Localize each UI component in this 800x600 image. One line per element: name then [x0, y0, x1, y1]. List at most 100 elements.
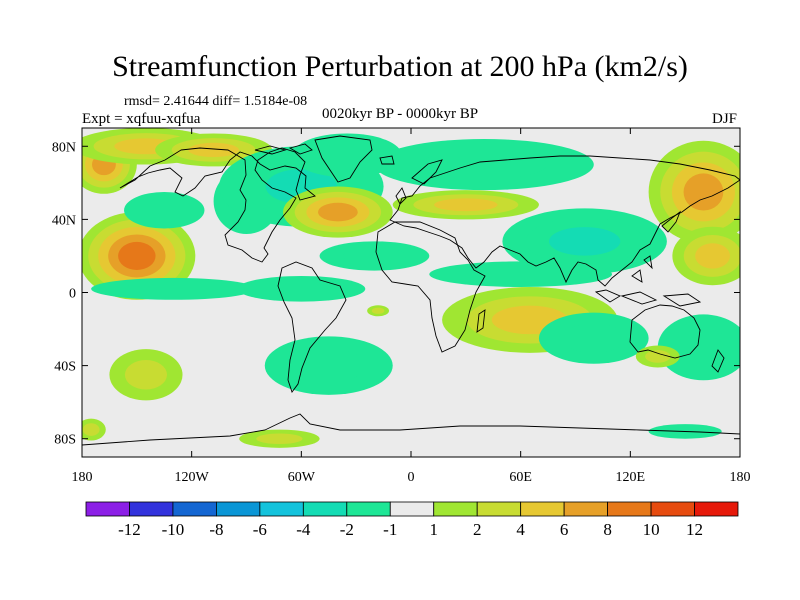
colorbar-label: 8 — [603, 520, 612, 539]
colorbar-swatch — [607, 501, 652, 517]
colorbar-swatch — [389, 501, 435, 517]
anomaly-blob — [82, 212, 196, 300]
lat-tick-label: 80N — [52, 140, 76, 155]
anomaly-band — [429, 261, 613, 288]
anomaly-band — [318, 202, 358, 222]
anomaly-band — [91, 277, 256, 300]
lon-tick-label: 120E — [616, 470, 646, 485]
coastline-eurasia — [389, 155, 740, 287]
anomaly-band — [256, 433, 303, 444]
anomaly-blob — [292, 133, 402, 178]
lat-tick-label: 40S — [54, 360, 76, 375]
anomaly-blob — [283, 186, 393, 238]
colorbar-label: -6 — [253, 520, 267, 539]
anomaly-band — [562, 323, 626, 353]
anomaly-blob — [264, 336, 393, 395]
coastline-british-isles — [395, 159, 443, 205]
anomaly-band — [342, 247, 406, 265]
anomaly-band — [82, 423, 100, 436]
coastline-japan — [661, 210, 682, 233]
anomaly-band — [421, 149, 548, 180]
lat-tick-label: 0 — [69, 287, 76, 302]
anomaly-blob — [367, 305, 390, 317]
lon-tick-label: 120W — [175, 470, 210, 485]
anomaly-band — [695, 243, 731, 269]
anomaly-band — [677, 328, 730, 367]
anomaly-blob — [109, 349, 183, 401]
experiment-label: Expt = xqfuu-xqfua — [82, 111, 201, 127]
anomaly-blob — [82, 418, 106, 441]
lon-tick-label: 0 — [408, 470, 415, 485]
anomaly-band — [371, 307, 385, 314]
season-label: DJF — [712, 111, 738, 127]
colorbar-swatch — [433, 501, 478, 517]
anomaly-blob — [374, 138, 594, 191]
colorbar-label: -2 — [340, 520, 354, 539]
lon-tick-label: 180 — [72, 470, 93, 485]
coastline-south-america — [277, 261, 347, 393]
colorbar-swatch — [302, 501, 348, 517]
period-label: 0020kyr BP - 0000kyr BP — [322, 106, 479, 122]
coastline-new-zealand — [711, 349, 725, 373]
anomaly-blob — [392, 190, 539, 220]
colorbar-label: 4 — [516, 520, 525, 539]
anomaly-blob — [237, 276, 366, 302]
colorbar-label: 10 — [643, 520, 660, 539]
anomaly-blob — [635, 345, 680, 368]
colorbar-label: -8 — [209, 520, 223, 539]
anomaly-band — [237, 276, 366, 302]
colorbar-swatch — [476, 501, 522, 517]
anomaly-blob — [538, 312, 649, 364]
lon-tick-label: 180 — [730, 470, 751, 485]
anomaly-band — [124, 191, 205, 229]
rmsd-stats: rmsd= 2.41644 diff= 1.5184e-08 — [124, 94, 308, 109]
map-title: Streamfunction Perturbation at 200 hPa (… — [112, 50, 688, 83]
colorbar-swatch — [129, 501, 174, 517]
anomaly-blob — [672, 226, 740, 286]
lon-tick-label: 60E — [509, 470, 532, 485]
anomaly-blob — [319, 241, 430, 271]
coastline-australia — [629, 304, 701, 359]
coastline-indonesia — [594, 255, 702, 307]
colorbar-label: -12 — [118, 520, 141, 539]
colorbar-swatch — [172, 501, 217, 517]
coastline-madagascar — [476, 309, 486, 333]
colorbar-swatch — [215, 501, 261, 517]
anomaly-band — [548, 227, 621, 256]
lat-tick-label: 40N — [52, 213, 76, 228]
coastline-africa — [375, 221, 486, 353]
anomaly-band — [291, 348, 366, 383]
coastline-arctic-islands — [254, 143, 395, 165]
anomaly-blob — [91, 277, 256, 300]
colorbar-label: -10 — [162, 520, 185, 539]
colorbar-label: 1 — [429, 520, 438, 539]
colorbar-swatch — [694, 501, 739, 517]
anomaly-blob — [648, 140, 740, 244]
anomaly-blob — [502, 208, 667, 275]
anomaly-blob — [239, 429, 320, 448]
colorbar-label: 12 — [686, 520, 703, 539]
colorbar-swatch — [520, 501, 565, 517]
colorbar-swatch — [85, 501, 130, 517]
anomaly-blob — [124, 191, 205, 229]
colorbar-label: -4 — [296, 520, 311, 539]
coastline-antarctica — [82, 413, 740, 446]
anomaly-band — [315, 142, 379, 169]
anomaly-band — [645, 350, 671, 363]
colorbar-label: 6 — [560, 520, 569, 539]
coastlines — [82, 135, 740, 446]
lat-tick-label: 80S — [54, 433, 76, 448]
coastline-greenland — [314, 135, 373, 183]
colorbar-label: -1 — [383, 520, 397, 539]
anomaly-band — [188, 142, 239, 158]
anomaly-band — [683, 173, 724, 211]
colorbar: -12 -10 -8 -6 -4 -2 -1 1 2 4 6 8 10 12 — [85, 501, 739, 539]
lon-tick-label: 60W — [288, 470, 316, 485]
colorbar-swatch — [563, 501, 609, 517]
anomaly-band — [118, 241, 156, 270]
anomaly-blob — [657, 314, 740, 381]
anomaly-blob — [429, 261, 613, 288]
anomaly-field — [82, 128, 740, 448]
axis-ticks: 80N 40N 0 40S 80S 180 120W 60W 0 60E 120E 180 — [52, 128, 751, 485]
